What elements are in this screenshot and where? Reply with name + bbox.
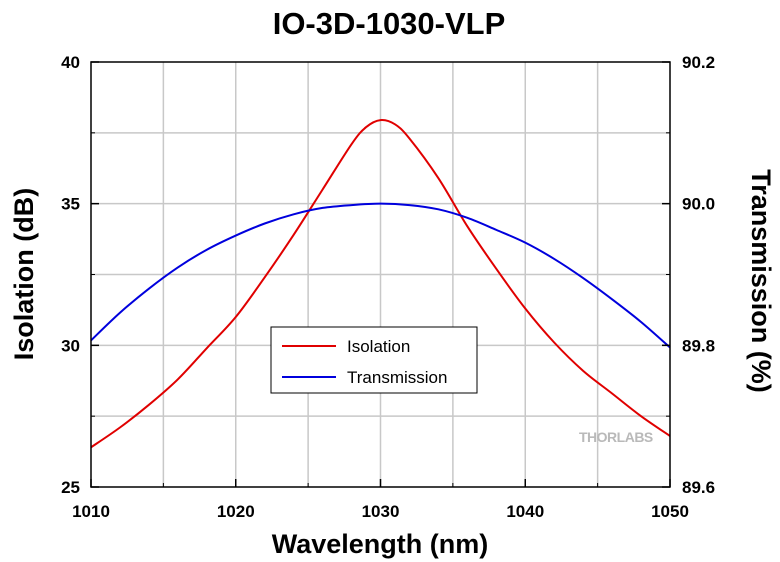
y2-tick-label: 89.6	[682, 478, 715, 497]
legend-label-transmission: Transmission	[347, 368, 447, 387]
x-tick-label: 1020	[217, 502, 255, 521]
y-tick-label: 30	[61, 336, 80, 355]
y-axis-label: Isolation (dB)	[9, 188, 39, 360]
grid	[91, 62, 670, 487]
x-tick-label: 1040	[506, 502, 544, 521]
x-axis-label: Wavelength (nm)	[272, 529, 489, 559]
y2-axis-label: Transmission (%)	[746, 169, 776, 393]
x-tick-label: 1010	[72, 502, 110, 521]
legend: Isolation Transmission	[270, 326, 478, 394]
x-tick-label: 1050	[651, 502, 689, 521]
curves	[90, 119, 671, 449]
y2-tick-label: 90.2	[682, 53, 715, 72]
x-tick-label: 1030	[362, 502, 400, 521]
axis-ticks: 1010 1020 1030 1040 1050 25 30 35 40 89.6 89.8 90.0…	[61, 53, 715, 521]
legend-box	[270, 326, 478, 394]
series-line-transmission	[90, 202, 671, 349]
legend-label-isolation: Isolation	[347, 337, 410, 356]
y-tick-label: 40	[61, 53, 80, 72]
y-tick-label: 25	[61, 478, 80, 497]
series-line-isolation	[90, 119, 671, 449]
thorlabs-watermark: THORLABS	[579, 429, 653, 445]
y2-tick-label: 90.0	[682, 195, 715, 214]
y2-tick-label: 89.8	[682, 336, 715, 355]
y-tick-label: 35	[61, 195, 80, 214]
chart-title: IO-3D-1030-VLP	[273, 6, 506, 41]
